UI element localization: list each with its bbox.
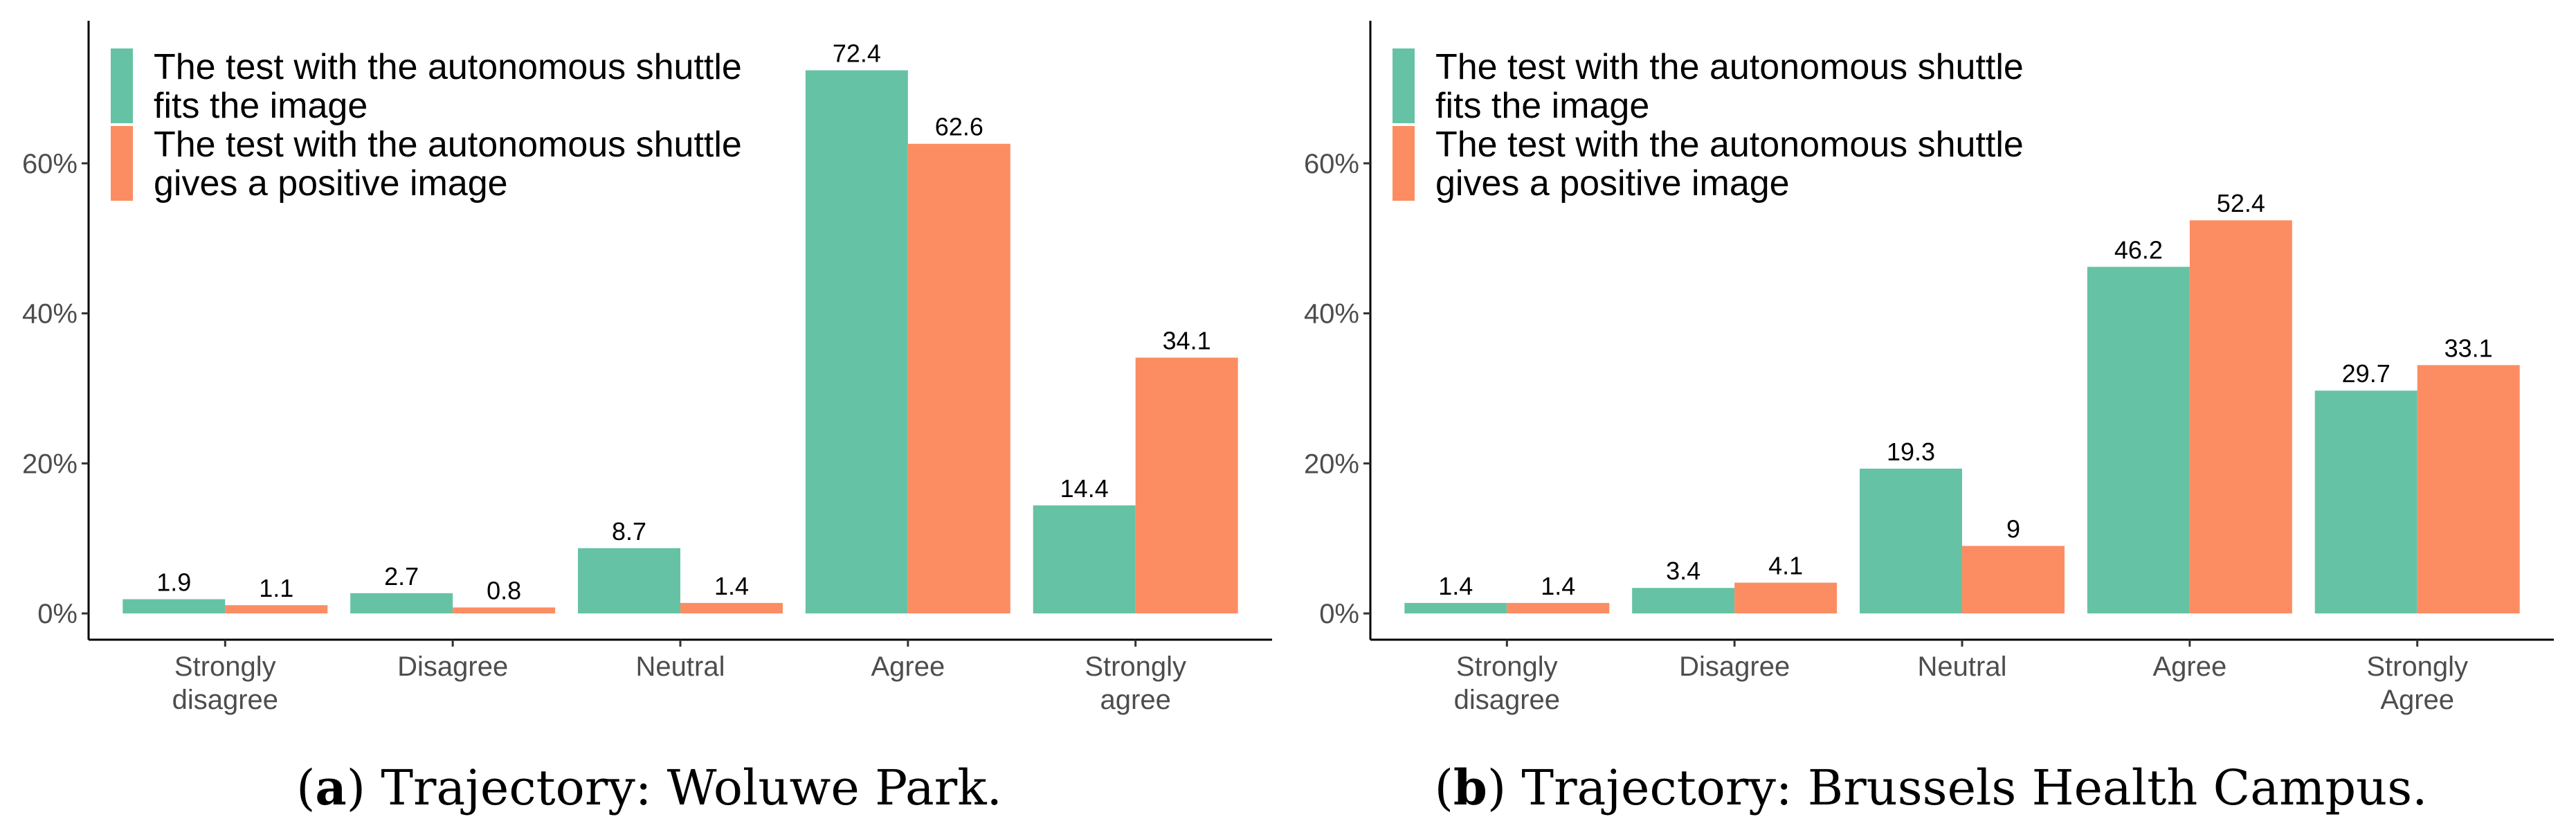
bar-value-label: 52.4 xyxy=(2217,189,2265,217)
bar-series-2 xyxy=(907,143,1010,614)
legend-swatch-series-2 xyxy=(1393,126,1415,201)
bar-value-label: 34.1 xyxy=(1163,327,1211,355)
bar-value-label: 8.7 xyxy=(612,517,646,546)
x-tick-label: Neutral xyxy=(1918,651,2007,682)
x-tick-label: disagree xyxy=(1454,685,1560,715)
legend-label-series-2: The test with the autonomous shuttle xyxy=(154,125,742,165)
x-tick-label: Strongly xyxy=(2366,651,2468,682)
bar-series-2 xyxy=(2417,365,2520,614)
bar-series-2 xyxy=(2189,220,2292,614)
bar-value-label: 72.4 xyxy=(833,39,881,68)
y-tick-label: 60% xyxy=(1304,149,1359,179)
x-tick-label: disagree xyxy=(172,685,278,715)
y-tick-label: 0% xyxy=(1319,599,1359,629)
bar-series-2 xyxy=(680,602,783,614)
x-tick-label: Strongly xyxy=(1085,651,1186,682)
bar-value-label: 4.1 xyxy=(1768,552,1803,580)
legend-label-series-1: fits the image xyxy=(154,86,368,126)
bar-value-label: 9 xyxy=(2006,515,2020,543)
bar-value-label: 1.4 xyxy=(714,572,749,600)
bar-value-label: 1.9 xyxy=(156,568,191,596)
bar-series-1 xyxy=(123,599,226,614)
legend-swatch-series-2 xyxy=(111,126,133,201)
bar-series-1 xyxy=(1033,505,1136,614)
legend-label-series-1: The test with the autonomous shuttle xyxy=(154,47,742,87)
bar-value-label: 2.7 xyxy=(384,562,419,591)
bar-series-1 xyxy=(1632,588,1735,614)
bar-series-2 xyxy=(1135,357,1238,614)
bar-value-label: 1.4 xyxy=(1541,572,1575,600)
bar-value-label: 29.7 xyxy=(2342,359,2391,388)
x-tick-label: Neutral xyxy=(636,651,725,682)
legend-swatch-series-1 xyxy=(111,48,133,123)
y-tick-label: 40% xyxy=(22,299,78,330)
panel-caption: (a) Trajectory: Woluwe Park. xyxy=(296,759,1002,816)
panel-caption: (b) Trajectory: Brussels Health Campus. xyxy=(1435,759,2428,816)
bar-value-label: 0.8 xyxy=(487,576,521,604)
x-tick-label: Strongly xyxy=(174,651,276,682)
x-tick-label: Agree xyxy=(2380,685,2454,715)
bar-series-1 xyxy=(350,593,453,614)
bar-series-2 xyxy=(1734,582,1838,614)
x-tick-label: agree xyxy=(1100,685,1171,715)
legend-label-series-2: gives a positive image xyxy=(154,163,508,204)
legend-label-series-2: The test with the autonomous shuttle xyxy=(1435,125,2024,165)
x-tick-label: Disagree xyxy=(397,651,508,682)
bar-series-1 xyxy=(2314,390,2418,614)
bar-value-label: 1.4 xyxy=(1438,572,1473,600)
bar-series-1 xyxy=(578,548,680,614)
x-tick-label: Disagree xyxy=(1679,651,1790,682)
bar-series-2 xyxy=(453,607,556,614)
x-tick-label: Agree xyxy=(2152,651,2226,682)
bar-series-1 xyxy=(805,70,908,614)
y-tick-label: 0% xyxy=(37,599,78,629)
bar-value-label: 1.1 xyxy=(259,574,293,602)
bar-value-label: 19.3 xyxy=(1887,438,1935,466)
bar-value-label: 3.4 xyxy=(1666,557,1700,585)
bar-series-1 xyxy=(2087,267,2190,614)
y-tick-label: 20% xyxy=(22,449,78,479)
bar-series-2 xyxy=(225,605,328,614)
legend-label-series-1: The test with the autonomous shuttle xyxy=(1435,47,2024,87)
bar-series-1 xyxy=(1860,468,1962,614)
x-tick-label: Strongly xyxy=(1456,651,1558,682)
legend-swatch-series-1 xyxy=(1393,48,1415,123)
bar-value-label: 46.2 xyxy=(2114,235,2163,264)
legend-label-series-1: fits the image xyxy=(1435,86,1649,126)
bar-value-label: 14.4 xyxy=(1060,474,1109,503)
y-tick-label: 60% xyxy=(22,149,78,179)
x-tick-label: Agree xyxy=(871,651,945,682)
bar-series-2 xyxy=(1962,546,2065,614)
y-tick-label: 40% xyxy=(1304,299,1359,330)
y-tick-label: 20% xyxy=(1304,449,1359,479)
bar-series-1 xyxy=(1404,602,1507,614)
legend-label-series-2: gives a positive image xyxy=(1435,163,1790,204)
bar-series-2 xyxy=(1507,602,1610,614)
bar-value-label: 33.1 xyxy=(2445,334,2493,362)
bar-value-label: 62.6 xyxy=(935,113,983,141)
